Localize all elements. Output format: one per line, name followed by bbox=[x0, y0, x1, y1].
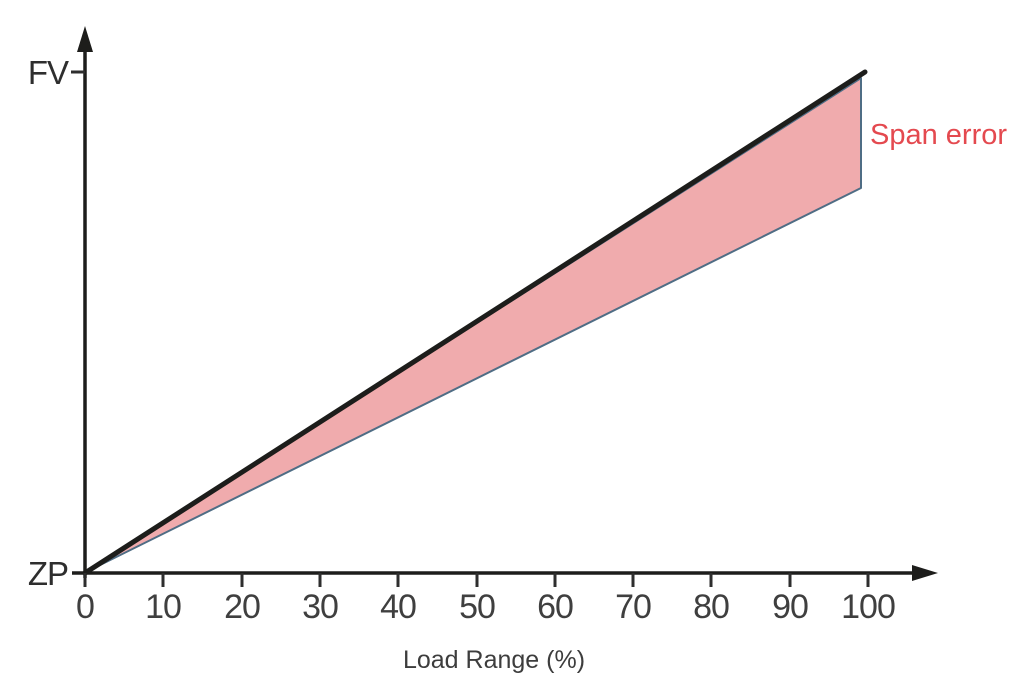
x-axis-title: Load Range (%) bbox=[403, 646, 585, 674]
x-tick-label-90: 90 bbox=[772, 588, 808, 626]
y-axis-top-label: FV bbox=[28, 54, 69, 91]
x-tick-label-0: 0 bbox=[76, 588, 94, 626]
span-error-annotation: Span error bbox=[870, 119, 1007, 151]
x-tick-label-20: 20 bbox=[224, 588, 260, 626]
x-tick-label-100: 100 bbox=[841, 588, 895, 626]
x-tick-label-50: 50 bbox=[459, 588, 495, 626]
x-tick-label-60: 60 bbox=[537, 588, 573, 626]
x-tick-label-10: 10 bbox=[145, 588, 181, 626]
y-axis-origin-label: ZP bbox=[28, 555, 68, 592]
x-tick-label-80: 80 bbox=[693, 588, 729, 626]
x-tick-label-40: 40 bbox=[380, 588, 416, 626]
ideal-response-line bbox=[82, 69, 868, 576]
x-tick-label-30: 30 bbox=[302, 588, 338, 626]
x-axis-arrowhead-icon bbox=[912, 565, 938, 581]
y-axis-arrowhead-icon bbox=[77, 26, 93, 52]
x-tick-label-70: 70 bbox=[615, 588, 651, 626]
